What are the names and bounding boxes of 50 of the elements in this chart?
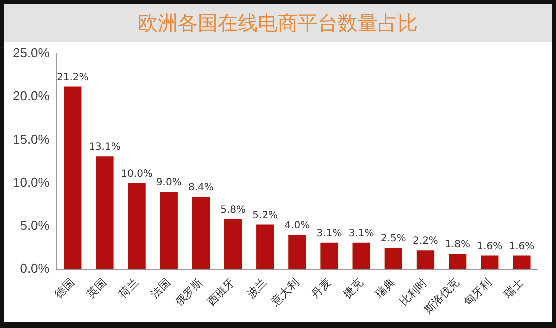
bar	[448, 254, 467, 270]
bar	[256, 224, 274, 270]
data-label: 5.8%	[220, 205, 246, 216]
bar	[96, 156, 114, 270]
chart-title: 欧洲各国在线电商平台数量占比	[4, 4, 552, 42]
bar	[224, 220, 242, 270]
bar	[513, 256, 531, 270]
data-label: 9.0%	[156, 178, 182, 189]
data-label: 4.0%	[284, 220, 310, 232]
x-tick-label: 西班牙	[205, 276, 238, 309]
data-label: 5.2%	[252, 210, 278, 222]
x-tick-label: 瑞典	[373, 276, 398, 302]
bar	[481, 256, 499, 270]
data-label: 2.5%	[380, 234, 406, 245]
data-label: 2.2%	[413, 236, 438, 248]
y-tick-label: 25.0%	[12, 46, 50, 61]
data-label: 1.6%	[509, 241, 535, 252]
bar	[416, 250, 435, 270]
data-label: 3.1%	[316, 228, 342, 240]
data-label: 21.2%	[57, 72, 89, 84]
y-tick-label: 20.0%	[12, 88, 50, 104]
bar	[320, 242, 338, 270]
bar	[384, 248, 402, 270]
bar	[352, 242, 370, 270]
y-tick-label: 0.0%	[20, 261, 50, 276]
data-label: 3.1%	[348, 228, 374, 240]
x-tick-label: 匈牙利	[462, 276, 494, 309]
bar	[192, 197, 210, 270]
x-tick-label: 意大利	[268, 276, 302, 310]
x-tick-label: 丹麦	[309, 276, 334, 302]
x-tick-label: 俄罗斯	[172, 276, 206, 309]
bar	[288, 235, 306, 270]
data-label: 10.0%	[121, 168, 153, 180]
bar	[64, 86, 82, 270]
y-tick-label: 15.0%	[12, 132, 50, 147]
y-tick-label: 10.0%	[12, 174, 50, 190]
x-tick-label: 捷克	[341, 276, 366, 302]
x-tick-label: 瑞士	[501, 276, 526, 302]
data-label: 1.6%	[477, 241, 503, 252]
x-tick-label: 波兰	[244, 276, 270, 302]
x-tick-label: 德国	[53, 277, 78, 302]
data-label: 8.4%	[188, 182, 214, 194]
bar	[128, 183, 146, 270]
x-tick-label: 英国	[84, 276, 110, 302]
data-label: 13.1%	[89, 142, 121, 154]
data-label: 1.8%	[445, 240, 471, 251]
bar	[160, 192, 178, 270]
y-tick-label: 5.0%	[20, 218, 50, 234]
x-tick-label: 荷兰	[116, 276, 142, 302]
x-tick-label: 法国	[148, 276, 174, 302]
